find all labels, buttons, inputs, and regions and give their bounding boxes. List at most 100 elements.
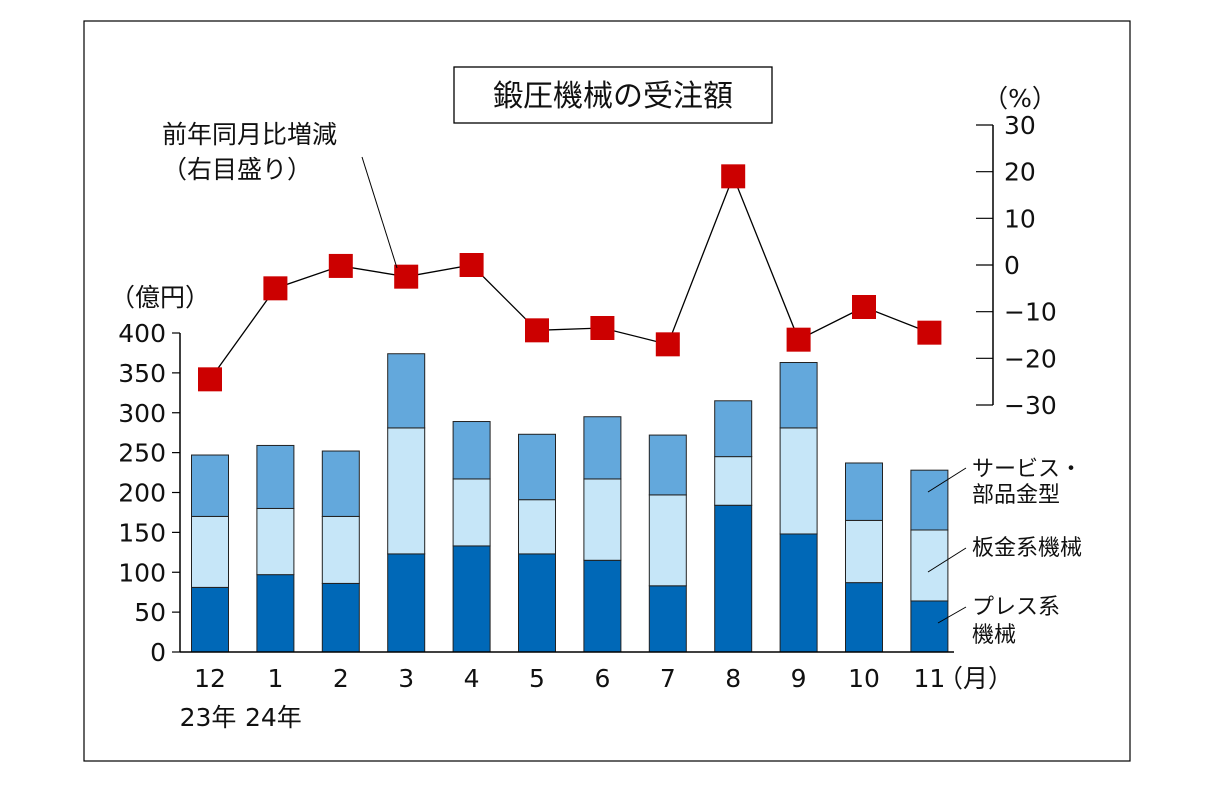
bar-stack	[191, 454, 229, 653]
chart-title: 鍛圧機械の受注額	[453, 66, 773, 124]
bar-segment-sheetmetal	[191, 515, 229, 588]
bar-segment-service	[910, 469, 949, 531]
x-tick-label: 4	[464, 664, 480, 693]
bar-segment-sheetmetal	[910, 529, 949, 602]
bar-segment-press	[910, 600, 949, 653]
bar-stack	[321, 450, 360, 653]
bars-layer	[191, 353, 949, 653]
right-tick-label: 20	[1004, 158, 1036, 187]
x-year-label: 24年	[245, 703, 302, 732]
right-axis: 30 20 10 0 −10 −20 −30 （%）	[976, 84, 1057, 420]
right-axis-unit-label: （%）	[983, 84, 1057, 113]
bar-segment-sheetmetal	[387, 427, 426, 555]
bar-segment-service	[714, 400, 753, 458]
legend-label-service-line-2: 部品金型	[972, 483, 1060, 508]
bar-stack	[387, 353, 426, 653]
bar-segment-press	[321, 582, 360, 653]
bar-stack	[452, 421, 491, 653]
bar-stack	[910, 469, 949, 653]
bar-stack	[714, 400, 753, 653]
chart-title-box	[453, 66, 773, 124]
x-tick-label: 5	[529, 664, 545, 693]
bar-segment-service	[518, 433, 556, 501]
yoy-marker	[590, 316, 615, 340]
yoy-marker	[786, 327, 811, 352]
bar-segment-sheetmetal	[648, 494, 687, 587]
bar-segment-sheetmetal	[779, 427, 818, 535]
legend-leader-sheetmetal	[927, 547, 967, 573]
x-tick-label: 12	[194, 664, 226, 693]
legend-leader-press	[937, 606, 967, 624]
bar-segment-service	[256, 444, 295, 509]
x-tick-label: 9	[791, 664, 807, 693]
bar-segment-sheetmetal	[714, 456, 753, 506]
right-tick-label: 0	[1004, 251, 1020, 280]
x-tick-label: 11	[913, 664, 945, 693]
yoy-marker	[917, 320, 942, 345]
left-tick-label: 100	[118, 558, 166, 587]
left-tick-label: 200	[118, 479, 166, 508]
bar-segment-sheetmetal	[518, 499, 556, 555]
yoy-line-layer	[198, 164, 942, 392]
left-tick-label: 350	[118, 359, 166, 388]
bar-segment-press	[779, 533, 818, 653]
bar-segment-press	[714, 504, 753, 653]
yoy-marker	[852, 295, 876, 319]
x-tick-label: 2	[333, 664, 349, 693]
left-tick-label: 250	[118, 439, 166, 468]
bar-stack	[648, 434, 687, 653]
yoy-marker	[263, 276, 288, 301]
x-tick-label: 1	[267, 664, 283, 693]
x-tick-label: 10	[848, 664, 880, 693]
right-tick-label: −20	[1004, 344, 1057, 373]
bar-segment-service	[321, 450, 360, 517]
x-tick-label: 7	[660, 664, 676, 693]
yoy-note-line-2: （右目盛り）	[162, 155, 312, 184]
bar-segment-service	[452, 421, 491, 480]
bar-segment-service	[845, 462, 883, 521]
legend: サービス・ 部品金型 板金系機械 プレス系 機械	[927, 457, 1082, 648]
bar-segment-service	[648, 434, 687, 496]
bar-segment-press	[452, 545, 491, 653]
bar-segment-service	[779, 362, 818, 429]
legend-leader-service	[927, 467, 967, 493]
left-tick-label: 400	[118, 319, 166, 348]
x-tick-label: 3	[398, 664, 414, 693]
right-axis-ticks: 30 20 10 0 −10 −20 −30	[976, 111, 1057, 420]
yoy-marker	[525, 318, 549, 343]
left-tick-label: 150	[118, 518, 166, 547]
bar-segment-sheetmetal	[452, 478, 491, 547]
bar-stack	[583, 416, 622, 653]
bar-segment-service	[387, 353, 426, 429]
bar-stack	[256, 444, 295, 653]
left-tick-label: 50	[134, 598, 166, 627]
right-tick-label: 30	[1004, 111, 1036, 140]
legend-label-press-line-1: プレス系	[972, 595, 1060, 620]
bar-stack	[845, 462, 883, 653]
x-axis-unit-label: （月）	[938, 664, 1013, 693]
bar-segment-sheetmetal	[845, 519, 883, 584]
yoy-marker	[721, 164, 746, 189]
yoy-marker	[655, 332, 680, 357]
bar-segment-service	[191, 454, 229, 517]
bar-segment-press	[387, 553, 426, 653]
yoy-marker	[198, 367, 222, 392]
bar-segment-press	[518, 553, 556, 653]
legend-label-service-line-1: サービス・	[972, 457, 1082, 482]
yoy-annotation: 前年同月比増減 （右目盛り）	[162, 120, 398, 269]
bar-stack	[779, 362, 818, 653]
x-year-label: 23年	[180, 703, 237, 732]
right-tick-label: −10	[1004, 298, 1057, 327]
bar-segment-press	[191, 586, 229, 653]
x-tick-label: 6	[594, 664, 610, 693]
yoy-marker	[459, 253, 484, 277]
bar-segment-sheetmetal	[256, 507, 295, 576]
bar-segment-sheetmetal	[321, 515, 360, 584]
x-tick-label: 8	[725, 664, 741, 693]
legend-label-sheetmetal: 板金系機械	[972, 536, 1082, 561]
right-tick-label: −30	[1004, 391, 1057, 420]
bar-stack	[518, 433, 556, 653]
bar-segment-press	[583, 559, 622, 653]
